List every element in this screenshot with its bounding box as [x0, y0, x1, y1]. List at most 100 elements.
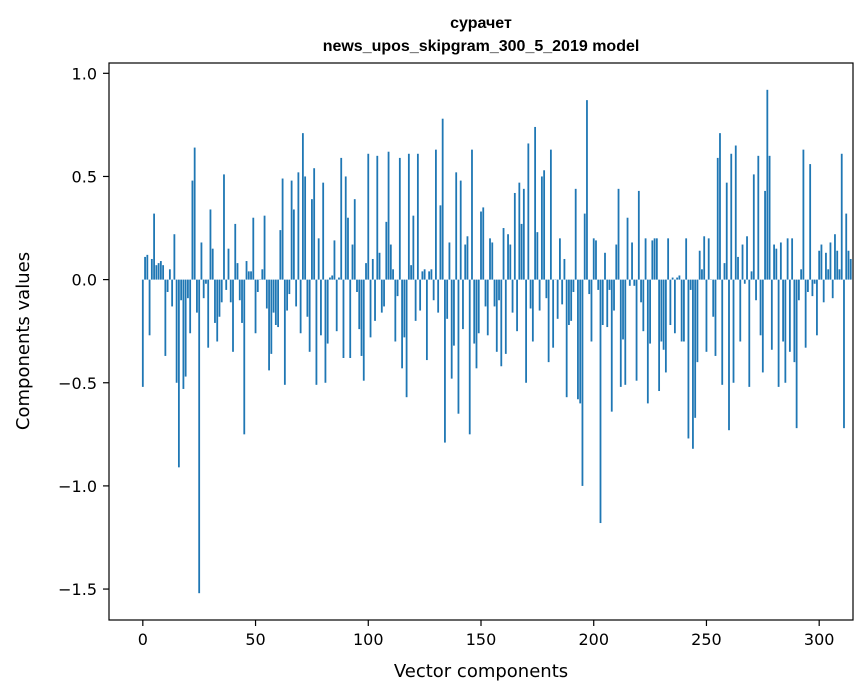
bar — [245, 261, 248, 280]
bar — [849, 258, 852, 280]
bar — [752, 174, 755, 280]
bar — [588, 279, 591, 295]
bar — [419, 279, 422, 311]
bar — [256, 279, 259, 292]
bar — [263, 215, 266, 280]
x-axis-label: Vector components — [394, 661, 568, 682]
bar — [595, 240, 597, 280]
bar — [362, 279, 365, 381]
bar — [290, 180, 293, 280]
bar — [347, 217, 349, 280]
bar — [800, 269, 803, 280]
bar — [809, 164, 812, 280]
bar — [389, 244, 392, 280]
bar — [295, 279, 298, 307]
bar — [687, 279, 690, 439]
bar — [349, 279, 352, 358]
x-tick-label: 0 — [138, 630, 148, 649]
bar — [232, 279, 234, 352]
y-tick-label: 0.5 — [72, 167, 97, 186]
bar — [441, 118, 444, 280]
bar — [635, 279, 638, 381]
bar — [741, 244, 744, 280]
bar — [536, 232, 539, 280]
bar — [610, 279, 613, 412]
bar — [423, 269, 426, 280]
bar — [457, 279, 460, 414]
bar — [646, 279, 649, 404]
bar — [189, 279, 192, 334]
bar — [662, 279, 665, 350]
bar — [450, 279, 453, 379]
bar — [301, 133, 304, 280]
bar — [529, 279, 532, 309]
bar — [570, 279, 573, 321]
bar — [283, 279, 286, 385]
bar — [807, 279, 809, 292]
bar — [633, 279, 636, 286]
bar — [464, 244, 467, 280]
bar — [791, 238, 794, 280]
bar — [764, 190, 766, 280]
x-tick-label: 150 — [466, 630, 497, 649]
bar — [324, 279, 327, 383]
bar — [209, 209, 212, 280]
bar — [538, 279, 541, 311]
y-tick-label: 0.0 — [72, 271, 97, 290]
bar — [392, 269, 394, 280]
bar — [173, 234, 176, 280]
bar — [725, 182, 728, 280]
bar — [425, 279, 428, 361]
bar — [297, 172, 300, 280]
bar — [480, 211, 482, 280]
bar — [782, 279, 785, 342]
bar — [707, 238, 710, 280]
bar — [739, 279, 742, 342]
bar — [356, 279, 358, 292]
bar — [779, 242, 782, 280]
bar — [313, 168, 316, 280]
bar — [446, 279, 449, 319]
bar — [491, 242, 494, 280]
bar — [793, 279, 796, 363]
bar — [655, 238, 658, 280]
bar — [439, 205, 442, 280]
bar — [694, 279, 697, 418]
bar — [387, 151, 390, 280]
bar — [680, 279, 683, 342]
bar — [549, 149, 552, 280]
bar — [493, 279, 496, 307]
bar — [468, 279, 471, 435]
bar — [563, 258, 566, 280]
bar — [329, 277, 331, 280]
bar — [502, 228, 505, 280]
bar — [410, 265, 413, 280]
bar — [416, 153, 419, 280]
bar — [568, 279, 570, 325]
bar — [471, 149, 473, 280]
bar — [597, 279, 600, 290]
bar — [430, 269, 433, 280]
bar — [153, 213, 155, 280]
bar — [577, 279, 579, 400]
bar — [802, 149, 805, 280]
bar — [716, 157, 719, 280]
bar — [220, 279, 223, 303]
bar — [556, 279, 559, 319]
bar — [459, 180, 462, 280]
bar — [475, 279, 478, 369]
bar — [730, 153, 733, 280]
bar — [509, 244, 512, 280]
bar — [737, 256, 739, 280]
bar — [202, 279, 205, 299]
bar — [592, 238, 595, 280]
bar — [531, 279, 534, 342]
bar — [712, 279, 715, 317]
bar — [520, 223, 523, 280]
bar — [238, 279, 241, 301]
bar — [272, 279, 275, 313]
bar — [759, 279, 762, 336]
x-tick-label: 250 — [691, 630, 722, 649]
